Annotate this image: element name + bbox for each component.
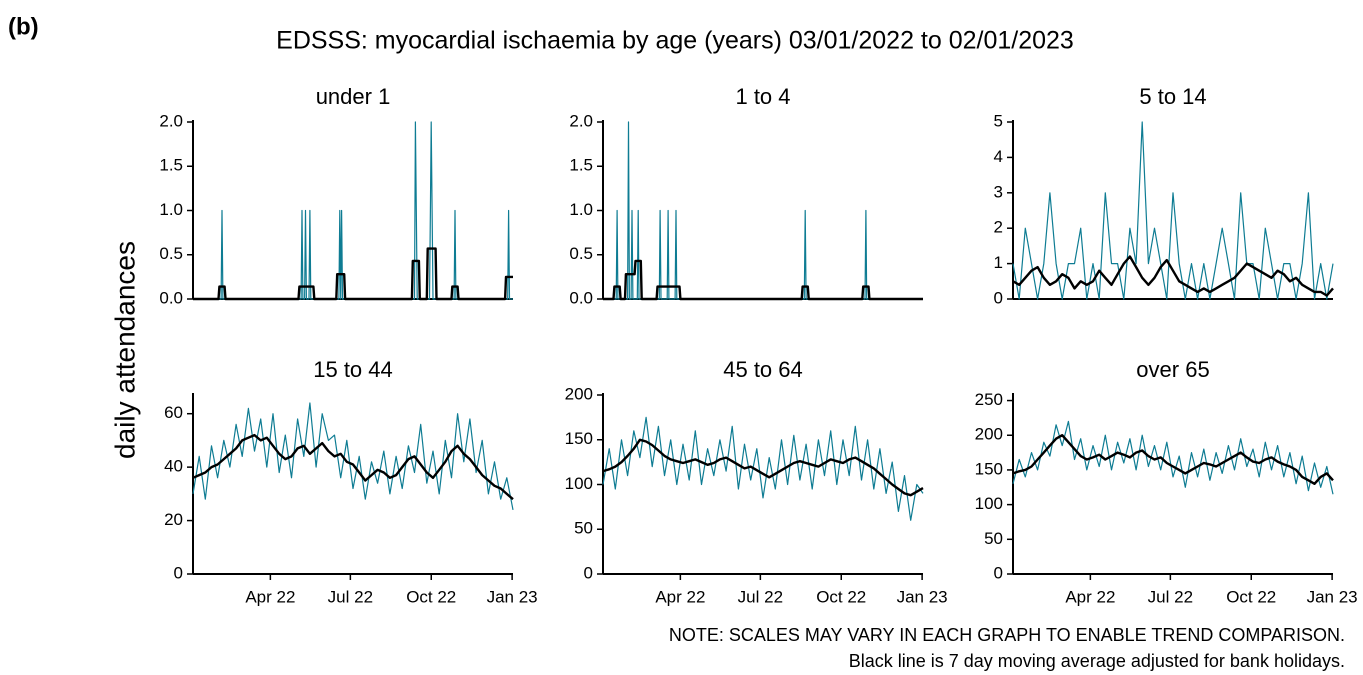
- y-tick-label: 100: [565, 474, 593, 493]
- panel-title: over 65: [1136, 357, 1209, 382]
- y-tick-label: 0.5: [569, 244, 593, 263]
- panel-title: 45 to 64: [723, 357, 803, 382]
- y-tick-label: 2.0: [569, 111, 593, 130]
- series-line: [602, 438, 924, 497]
- series-line: [1012, 255, 1334, 297]
- series-line: [602, 416, 924, 521]
- y-tick-label: 1.0: [569, 200, 593, 219]
- y-tick-label: 2: [994, 218, 1003, 237]
- y-tick-label: 2.0: [159, 111, 183, 130]
- series-line: [603, 259, 923, 301]
- series-line: [603, 121, 923, 300]
- x-tick-label: Apr 22: [1065, 587, 1115, 606]
- x-tick-label: Apr 22: [655, 587, 705, 606]
- panel-title: under 1: [316, 84, 391, 109]
- panel-title: 5 to 14: [1139, 84, 1206, 109]
- y-tick-label: 0.5: [159, 244, 183, 263]
- y-tick-label: 200: [565, 384, 593, 403]
- figure-title: EDSSS: myocardial ischaemia by age (year…: [276, 27, 1074, 55]
- x-tick-label: Jul 22: [328, 587, 373, 606]
- y-tick-label: 60: [164, 403, 183, 422]
- y-tick-label: 50: [574, 519, 593, 538]
- note: NOTE: SCALES MAY VARY IN EACH GRAPH TO E…: [669, 625, 1345, 645]
- y-tick-label: 0: [584, 563, 593, 582]
- y-tick-label: 0: [994, 288, 1003, 307]
- series-line: [192, 433, 514, 501]
- y-axis-label: daily attendances: [109, 241, 140, 459]
- x-tick-label: Oct 22: [406, 587, 456, 606]
- x-tick-label: Jan 23: [487, 587, 538, 606]
- y-tick-label: 150: [565, 429, 593, 448]
- y-tick-label: 4: [994, 147, 1003, 166]
- x-tick-label: Oct 22: [816, 587, 866, 606]
- y-tick-label: 5: [994, 111, 1003, 130]
- y-tick-label: 50: [984, 529, 1003, 548]
- series-line: [193, 121, 513, 300]
- series-line: [193, 247, 513, 301]
- x-tick-label: Oct 22: [1226, 587, 1276, 606]
- y-tick-label: 100: [975, 494, 1003, 513]
- y-tick-label: 1: [994, 253, 1003, 272]
- series-line: [1012, 420, 1334, 495]
- y-tick-label: 150: [975, 459, 1003, 478]
- note: Black line is 7 day moving average adjus…: [849, 651, 1345, 671]
- x-tick-label: Jan 23: [897, 587, 948, 606]
- x-tick-label: Apr 22: [245, 587, 295, 606]
- y-tick-label: 40: [164, 457, 183, 476]
- y-tick-label: 1.5: [159, 156, 183, 175]
- panel-label: (b): [8, 13, 39, 40]
- y-tick-label: 1.5: [569, 156, 593, 175]
- panel-title: 15 to 44: [313, 357, 393, 382]
- y-tick-label: 250: [975, 390, 1003, 409]
- series-line: [1012, 434, 1334, 485]
- y-tick-label: 20: [164, 510, 183, 529]
- y-tick-label: 0: [994, 563, 1003, 582]
- y-tick-label: 1.0: [159, 200, 183, 219]
- series-line: [192, 402, 514, 511]
- x-tick-label: Jul 22: [738, 587, 783, 606]
- x-tick-label: Jul 22: [1148, 587, 1193, 606]
- y-tick-label: 0.0: [159, 288, 183, 307]
- y-tick-label: 0: [174, 563, 183, 582]
- x-tick-label: Jan 23: [1307, 587, 1358, 606]
- y-tick-label: 200: [975, 425, 1003, 444]
- y-tick-label: 0.0: [569, 288, 593, 307]
- y-tick-label: 3: [994, 182, 1003, 201]
- panel-title: 1 to 4: [735, 84, 790, 109]
